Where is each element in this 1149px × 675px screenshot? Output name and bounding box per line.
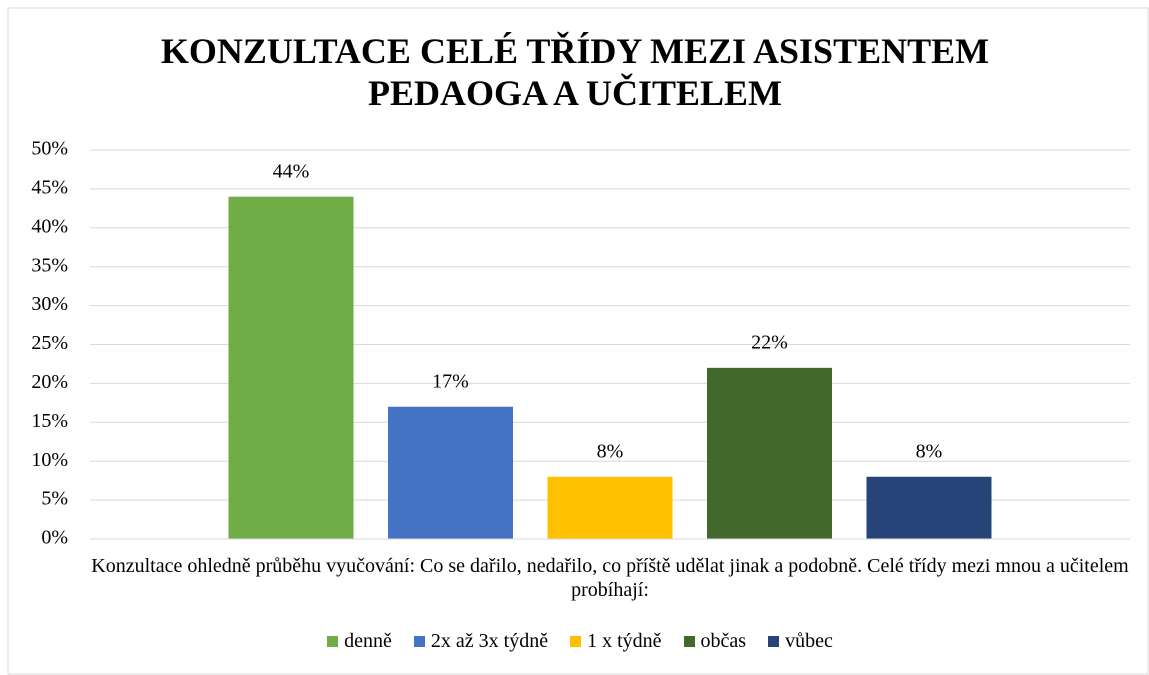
y-tick-label: 20%	[31, 371, 68, 393]
legend-box: denně 2x až 3x týdně 1 x týdně občas vůbec	[20, 630, 1140, 653]
legend-item: 2x až 3x týdně	[413, 630, 549, 653]
value-label: 8%	[916, 440, 943, 462]
legend-swatch	[327, 636, 339, 647]
x-category-label: Konzultace ohledně průběhu vyučování: Co…	[91, 555, 1129, 601]
y-tick-label: 50%	[31, 138, 68, 160]
value-label: 44%	[273, 160, 310, 182]
legend-item: 1 x týdně	[570, 630, 662, 653]
legend-label: 1 x týdně	[587, 630, 662, 652]
chart-border	[7, 7, 1149, 675]
y-tick-label: 10%	[31, 449, 68, 471]
legend-item: denně	[327, 630, 392, 653]
bar	[228, 196, 354, 539]
value-label: 17%	[432, 370, 469, 392]
chart-title: KONZULTACE CELÉ TŘÍDY MEZI ASISTENTEM PE…	[160, 31, 990, 113]
y-tick-label: 5%	[41, 488, 68, 510]
y-tick-label: 35%	[31, 254, 68, 276]
legend-item: občas	[683, 630, 747, 653]
bar	[866, 476, 992, 539]
bar	[388, 406, 513, 539]
y-tick-label: 40%	[31, 215, 68, 237]
legend-label: denně	[344, 630, 392, 652]
legend-swatch	[768, 636, 780, 647]
y-tick-label: 0%	[41, 527, 68, 549]
legend-label: 2x až 3x týdně	[430, 630, 549, 652]
y-tick-label: 15%	[31, 410, 68, 432]
legend: denně 2x až 3x týdně 1 x týdně občas vůbec	[20, 630, 1140, 653]
bar	[547, 476, 673, 539]
bar	[707, 367, 832, 539]
value-label: 8%	[597, 440, 624, 462]
value-label: 22%	[751, 331, 788, 353]
legend-label: vůbec	[785, 630, 833, 652]
legend-label: občas	[700, 630, 747, 652]
legend-swatch	[683, 636, 695, 647]
legend-swatch	[413, 636, 425, 647]
y-tick-label: 45%	[31, 176, 68, 198]
title-box: KONZULTACE CELÉ TŘÍDY MEZI ASISTENTEM PE…	[160, 31, 990, 113]
y-tick-label: 30%	[31, 293, 68, 315]
x-label-box: Konzultace ohledně průběhu vyučování: Co…	[91, 555, 1129, 601]
legend-item: vůbec	[768, 630, 833, 653]
y-tick-label: 25%	[31, 332, 68, 354]
legend-swatch	[570, 636, 582, 647]
